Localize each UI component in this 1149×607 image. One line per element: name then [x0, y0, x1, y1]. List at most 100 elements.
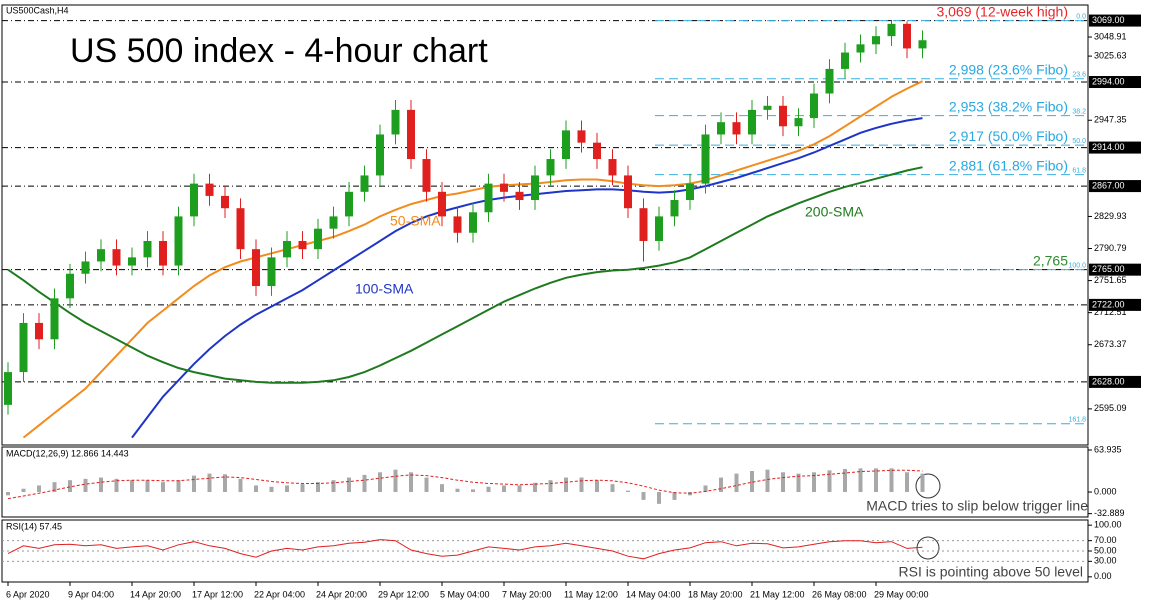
y-tick-label: 50.00 — [1094, 545, 1117, 555]
fibo-label: 2,881 (61.8% Fibo) — [949, 157, 1068, 173]
macd-bar — [99, 477, 103, 493]
macd-bar — [719, 477, 723, 493]
macd-bar — [517, 485, 522, 493]
y-tick-label: 2712.51 — [1094, 307, 1127, 317]
candle-body — [469, 212, 477, 233]
candle-body — [732, 122, 741, 135]
candle-body — [593, 142, 601, 160]
candle-body — [748, 109, 756, 135]
candle-body — [66, 273, 74, 299]
candle-body — [376, 134, 384, 176]
fibo-ratio: 38.2 — [1072, 108, 1086, 115]
macd-bar — [672, 492, 677, 500]
level-label: 2867.00 — [1092, 180, 1125, 190]
macd-bar — [471, 489, 475, 493]
macd-bar — [378, 472, 382, 493]
macd-bar — [393, 469, 398, 493]
macd-bar — [207, 473, 212, 493]
candle-body — [825, 68, 834, 94]
macd-bar — [331, 480, 336, 493]
fibo-label: 2,765 — [1033, 252, 1068, 268]
level-label-box — [1089, 14, 1141, 27]
candle-body — [918, 40, 927, 49]
candle-body — [143, 240, 152, 258]
sma-line — [131, 117, 923, 439]
candle-body — [407, 109, 415, 160]
macd-bar — [238, 478, 243, 493]
y-tick-label: 2673.37 — [1094, 339, 1127, 349]
candle-body — [624, 175, 632, 209]
y-tick-label: 2947.35 — [1094, 115, 1127, 125]
level-label: 2628.00 — [1092, 376, 1125, 386]
fibo-label: 2,917 (50.0% Fibo) — [949, 128, 1068, 144]
macd-bar — [68, 480, 72, 493]
macd-bar — [874, 468, 878, 493]
candle-body — [453, 216, 462, 233]
x-tick-label: 29 Apr 12:00 — [378, 589, 429, 599]
macd-bar — [300, 484, 305, 493]
rsi-annotation: RSI is pointing above 50 level — [899, 564, 1083, 580]
sma-label: 200-SMA — [805, 204, 864, 220]
chart-title: US 500 index - 4-hour chart — [70, 32, 488, 70]
candle-body — [50, 298, 59, 340]
macd-bar — [502, 485, 506, 493]
macd-bar — [52, 482, 57, 493]
candle-body — [422, 159, 431, 192]
level-label-box — [1089, 375, 1141, 388]
x-tick-label: 6 Apr 2020 — [6, 589, 50, 599]
candle-body — [717, 122, 725, 135]
macd-bar — [130, 480, 134, 493]
y-tick-label: 30.00 — [1094, 556, 1117, 566]
fibo-ratio: 61.8 — [1072, 167, 1086, 174]
level-label-box — [1089, 263, 1141, 276]
x-tick-label: 5 May 04:00 — [440, 589, 490, 599]
candle-body — [4, 372, 12, 405]
symbol: US500Cash,H4 — [6, 5, 69, 15]
candle-body — [655, 216, 663, 241]
candle-body — [701, 134, 710, 184]
y-tick-label: 63.935 — [1094, 444, 1122, 454]
macd-bar — [6, 492, 10, 496]
x-tick-label: 26 May 08:00 — [812, 589, 867, 599]
macd-bar — [889, 468, 894, 493]
macd-bar — [254, 485, 258, 493]
x-tick-label: 14 May 04:00 — [626, 589, 681, 599]
candle-body — [314, 228, 322, 250]
x-tick-label: 29 May 00:00 — [874, 589, 929, 599]
fibo-ratio: 23.6 — [1072, 72, 1086, 79]
fibo-ratio: 50.0 — [1072, 138, 1086, 145]
macd-bar — [192, 475, 196, 493]
candle-body — [500, 183, 508, 192]
macd-bar — [409, 472, 413, 493]
macd-bar — [905, 472, 909, 493]
fibo-label: 2,998 (23.6% Fibo) — [949, 61, 1068, 77]
level-label-box — [1089, 141, 1141, 154]
candle-body — [608, 159, 617, 176]
candle-body — [670, 200, 679, 217]
candle-body — [97, 249, 105, 262]
y-tick-label: 2751.65 — [1094, 275, 1127, 285]
fibo-ratio: 100.0 — [1068, 262, 1086, 269]
macd-bar — [223, 474, 227, 493]
rsi-line — [7, 539, 923, 560]
level-label-box — [1089, 298, 1141, 311]
candle-body — [35, 322, 43, 340]
macd-bar — [362, 474, 367, 493]
y-tick-label: 2595.09 — [1094, 403, 1127, 413]
candle-body — [484, 183, 493, 213]
x-tick-label: 18 May 20:00 — [688, 589, 743, 599]
macd-bar — [626, 490, 630, 493]
x-tick-label: 14 Apr 20:00 — [130, 589, 181, 599]
level-label: 2722.00 — [1092, 299, 1125, 309]
y-tick-label: 70.00 — [1094, 535, 1117, 545]
x-tick-label: 7 May 20:00 — [502, 589, 552, 599]
y-tick-label: 100.00 — [1094, 520, 1122, 530]
sma-line — [7, 166, 923, 384]
candle-body — [190, 183, 198, 217]
macd-bar — [440, 484, 444, 493]
fibo-label: 3,069 (12-week high) — [936, 3, 1068, 19]
macd-bar — [161, 482, 165, 493]
macd-bar — [595, 480, 599, 493]
candle-body — [329, 216, 338, 229]
